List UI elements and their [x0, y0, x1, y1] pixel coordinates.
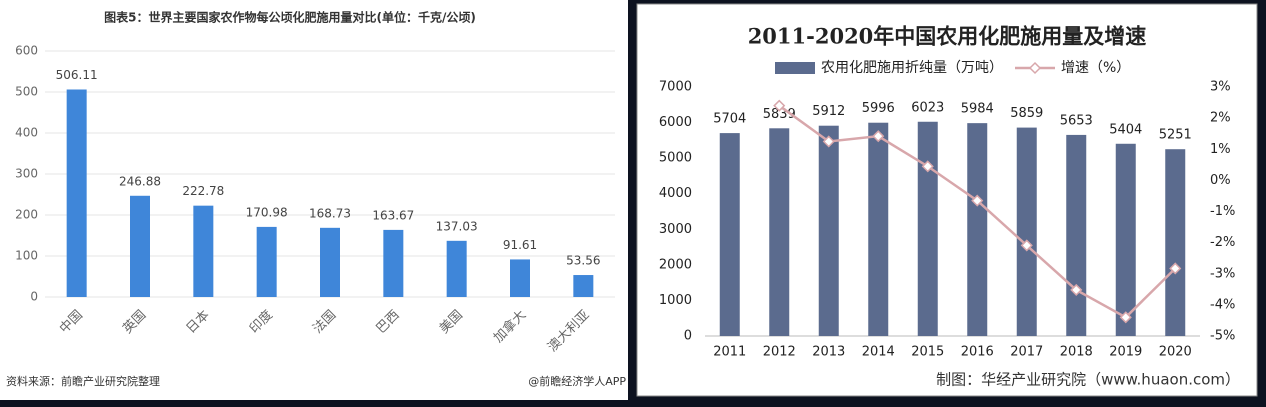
x-tick-label: 2014 [862, 345, 895, 360]
legend-swatch [775, 62, 815, 74]
bar [130, 195, 150, 297]
y2-tick-label: -1% [1210, 204, 1235, 219]
y2-tick-label: -4% [1210, 297, 1235, 312]
legend-label: 增速（%） [1061, 60, 1130, 76]
chart-title: 2011-2020年中国农用化肥施用量及增速 [748, 24, 1147, 49]
bar [1115, 143, 1136, 336]
point [1020, 239, 1033, 252]
data-label: 170.98 [246, 205, 288, 219]
x-tick-label: 2013 [812, 345, 845, 360]
data-label: 137.03 [436, 219, 478, 233]
legend-label: 农用化肥施用折纯量（万吨） [821, 60, 1003, 76]
data-label: 246.88 [119, 174, 161, 188]
y-tick-label: 300 [15, 167, 38, 181]
y-tick-label: 500 [15, 85, 38, 99]
data-label: 53.56 [566, 254, 600, 268]
y-tick-label: 0 [30, 290, 38, 304]
x-tick-label: 2016 [961, 345, 994, 360]
point [872, 130, 885, 143]
data-label: 222.78 [182, 184, 224, 198]
bar [1016, 127, 1037, 336]
y-tick-label: 5000 [659, 151, 692, 166]
y-tick-label: 0 [684, 329, 692, 344]
right-panel [636, 3, 1258, 397]
data-label: 5996 [862, 101, 895, 116]
y-tick-label: 6000 [659, 115, 692, 130]
data-label: 91.61 [503, 238, 537, 252]
source: 资料来源：前瞻产业研究院整理 [6, 374, 160, 388]
bar [66, 89, 87, 297]
bar [193, 205, 214, 297]
x-tick-label: 2018 [1060, 345, 1093, 360]
y-tick-label: 100 [15, 249, 38, 263]
left-panel [0, 0, 628, 400]
data-label: 6023 [911, 100, 944, 115]
y2-tick-label: -5% [1210, 329, 1235, 344]
y2-tick-label: -3% [1210, 266, 1235, 281]
data-label: 5704 [713, 112, 746, 127]
data-label: 5251 [1159, 128, 1192, 143]
data-label: 5912 [812, 104, 845, 119]
y-tick-label: 2000 [659, 257, 692, 272]
y2-tick-label: 0% [1210, 173, 1231, 188]
y-tick-label: 600 [15, 44, 38, 58]
y-tick-label: 200 [15, 208, 38, 222]
chart-title: 图表5：世界主要国家农作物每公顷化肥施用量对比(单位：千克/公顷) [104, 10, 476, 25]
bar [256, 226, 277, 297]
bar [719, 133, 740, 336]
y2-tick-label: -2% [1210, 235, 1235, 250]
x-tick-label: 2017 [1010, 345, 1043, 360]
y-tick-label: 400 [15, 126, 38, 140]
point [822, 135, 835, 148]
y-tick-label: 3000 [659, 222, 692, 237]
bar [769, 128, 790, 336]
data-label: 5653 [1060, 113, 1093, 128]
bar [917, 121, 938, 336]
y2-tick-label: 2% [1210, 111, 1231, 126]
point [921, 160, 934, 173]
bar [818, 125, 839, 336]
y-tick-label: 4000 [659, 186, 692, 201]
data-label: 5984 [961, 102, 994, 117]
x-tick-label: 2015 [911, 345, 944, 360]
y-tick-label: 7000 [659, 80, 692, 95]
credit: 制图：华经产业研究院（www.huaon.com） [936, 371, 1240, 389]
y2-tick-label: 1% [1210, 142, 1231, 157]
bar [510, 259, 530, 297]
point [773, 99, 786, 112]
x-tick-label: 2012 [763, 345, 796, 360]
legend-marker [1028, 61, 1042, 75]
bar [1066, 134, 1087, 336]
data-label: 5404 [1109, 122, 1142, 137]
bar [320, 227, 340, 297]
point [971, 194, 984, 207]
x-tick-label: 2019 [1109, 345, 1142, 360]
bar [868, 122, 889, 336]
data-label: 163.67 [372, 208, 414, 222]
data-label: 5859 [1010, 106, 1043, 121]
point [1119, 311, 1132, 324]
bar [967, 123, 988, 337]
point [1169, 262, 1182, 275]
credit: @前瞻经济学人APP [528, 374, 626, 388]
y-tick-label: 1000 [659, 293, 692, 308]
x-tick-label: 2011 [713, 345, 746, 360]
data-label: 168.73 [309, 206, 351, 220]
y2-tick-label: 3% [1210, 80, 1231, 95]
point [1070, 283, 1083, 296]
bar [1165, 149, 1186, 336]
bar [446, 240, 467, 297]
bar [383, 229, 404, 297]
bar [573, 275, 594, 297]
x-tick-label: 2020 [1159, 345, 1192, 360]
data-label: 506.11 [56, 68, 98, 82]
